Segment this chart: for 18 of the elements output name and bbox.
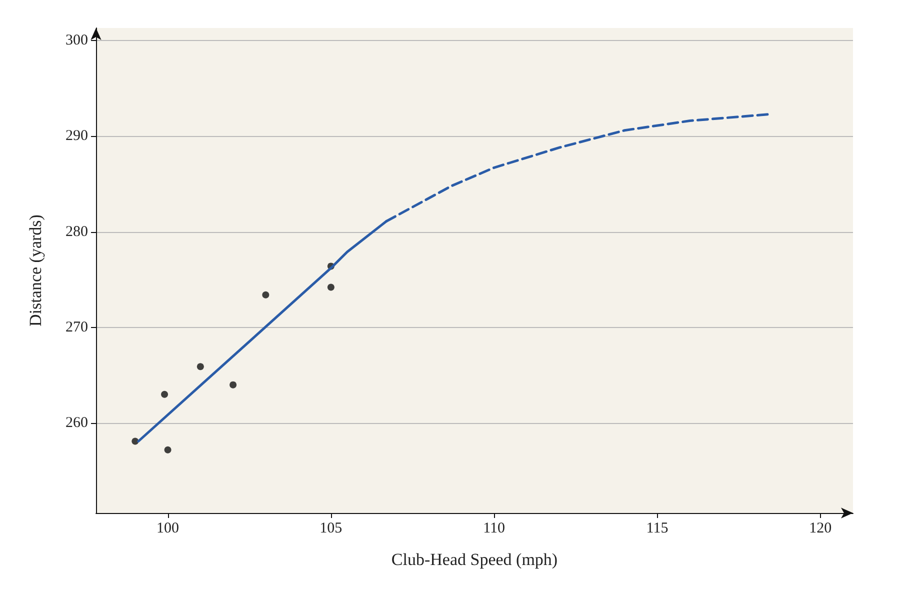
- x-tick-label: 120: [809, 520, 832, 536]
- x-tick-label: 100: [156, 520, 180, 536]
- y-tick-label: 260: [66, 415, 88, 432]
- x-tick-label: 105: [320, 520, 342, 536]
- point: [164, 446, 172, 454]
- point: [327, 284, 334, 291]
- y-tick-label: 280: [66, 224, 88, 240]
- point: [262, 291, 270, 298]
- point: [196, 363, 204, 370]
- x-tick-label: 115: [646, 520, 668, 536]
- point: [161, 390, 168, 398]
- y-tick-label: 270: [66, 319, 88, 336]
- y-axis-title: Distance (yards): [26, 214, 45, 326]
- x-axis-title: Club-Head Speed (mph): [391, 550, 558, 569]
- point: [230, 381, 237, 388]
- x-tick-label: 110: [483, 520, 506, 536]
- y-tick-label: 300: [66, 32, 88, 48]
- y-tick-label: 290: [66, 128, 88, 144]
